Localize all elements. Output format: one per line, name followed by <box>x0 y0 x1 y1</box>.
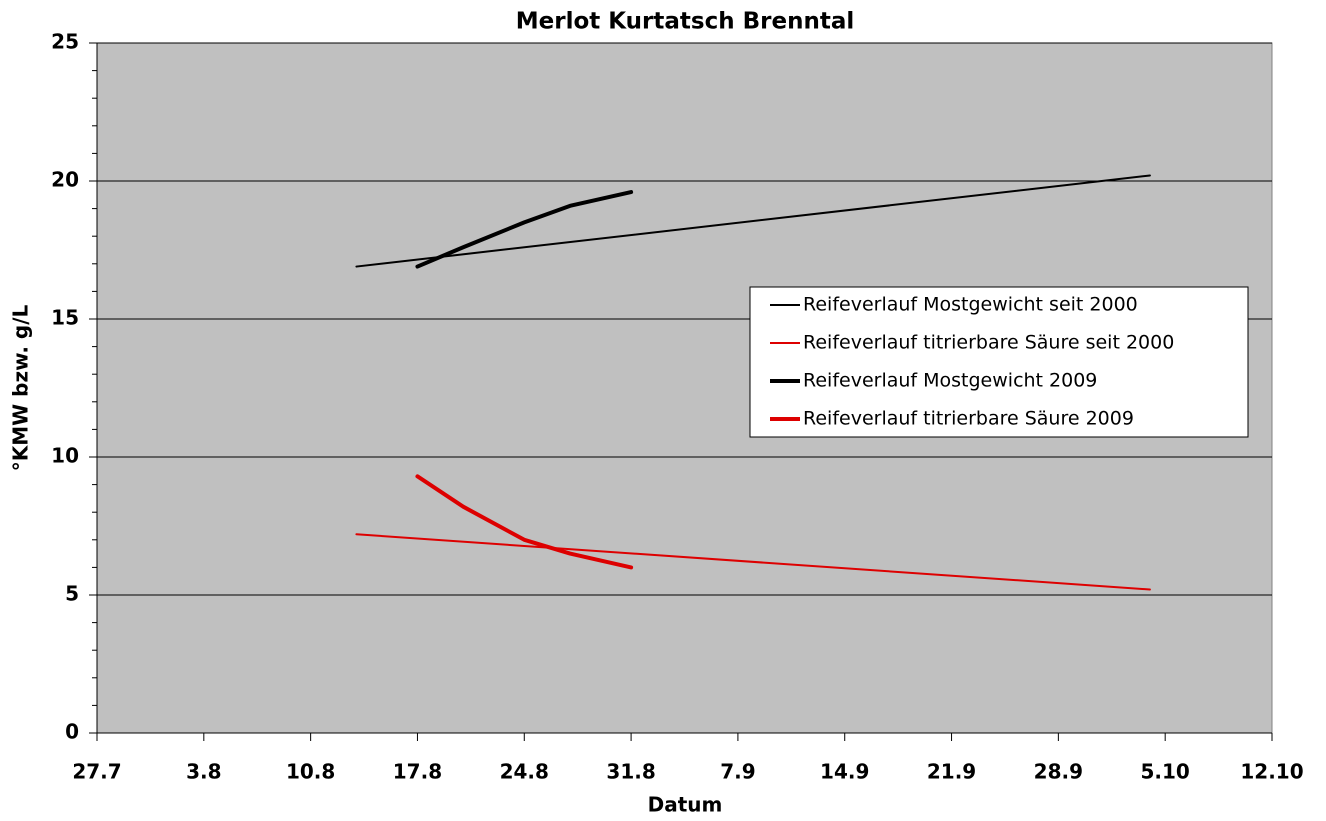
legend-label: Reifeverlauf titrierbare Säure seit 2000 <box>803 332 1174 354</box>
series-line <box>415 190 634 269</box>
x-tick-label: 31.8 <box>606 760 655 784</box>
y-tick-label: 25 <box>51 30 79 54</box>
x-tick-label: 5.10 <box>1141 760 1190 784</box>
x-tick-label: 27.7 <box>72 760 121 784</box>
x-tick-label: 28.9 <box>1034 760 1083 784</box>
x-tick-label: 7.9 <box>720 760 755 784</box>
legend-box <box>749 286 1249 438</box>
y-tick-label: 10 <box>51 444 79 468</box>
y-axis-label: °KMW bzw. g/L <box>9 304 33 471</box>
y-tick-label: 0 <box>65 720 79 744</box>
series-line <box>355 533 1151 591</box>
legend-label: Reifeverlauf Mostgewicht seit 2000 <box>803 294 1138 316</box>
x-tick-label: 17.8 <box>393 760 442 784</box>
series-line <box>355 174 1151 268</box>
legend-label: Reifeverlauf titrierbare Säure 2009 <box>803 408 1134 430</box>
x-tick-label: 14.9 <box>820 760 869 784</box>
x-tick-label: 10.8 <box>286 760 335 784</box>
y-tick-label: 5 <box>65 582 79 606</box>
x-tick-label: 21.9 <box>927 760 976 784</box>
legend-label: Reifeverlauf Mostgewicht 2009 <box>803 370 1097 392</box>
legend: Reifeverlauf Mostgewicht seit 2000 Reifev… <box>749 286 1249 438</box>
x-tick-label: 12.10 <box>1240 760 1303 784</box>
x-axis-label: Datum <box>648 793 723 817</box>
y-tick-label: 20 <box>51 168 79 192</box>
y-tick-label: 15 <box>51 306 79 330</box>
x-tick-label: 3.8 <box>186 760 221 784</box>
chart-title: Merlot Kurtatsch Brenntal <box>516 9 855 35</box>
x-tick-label: 24.8 <box>500 760 549 784</box>
series-line <box>415 474 634 570</box>
